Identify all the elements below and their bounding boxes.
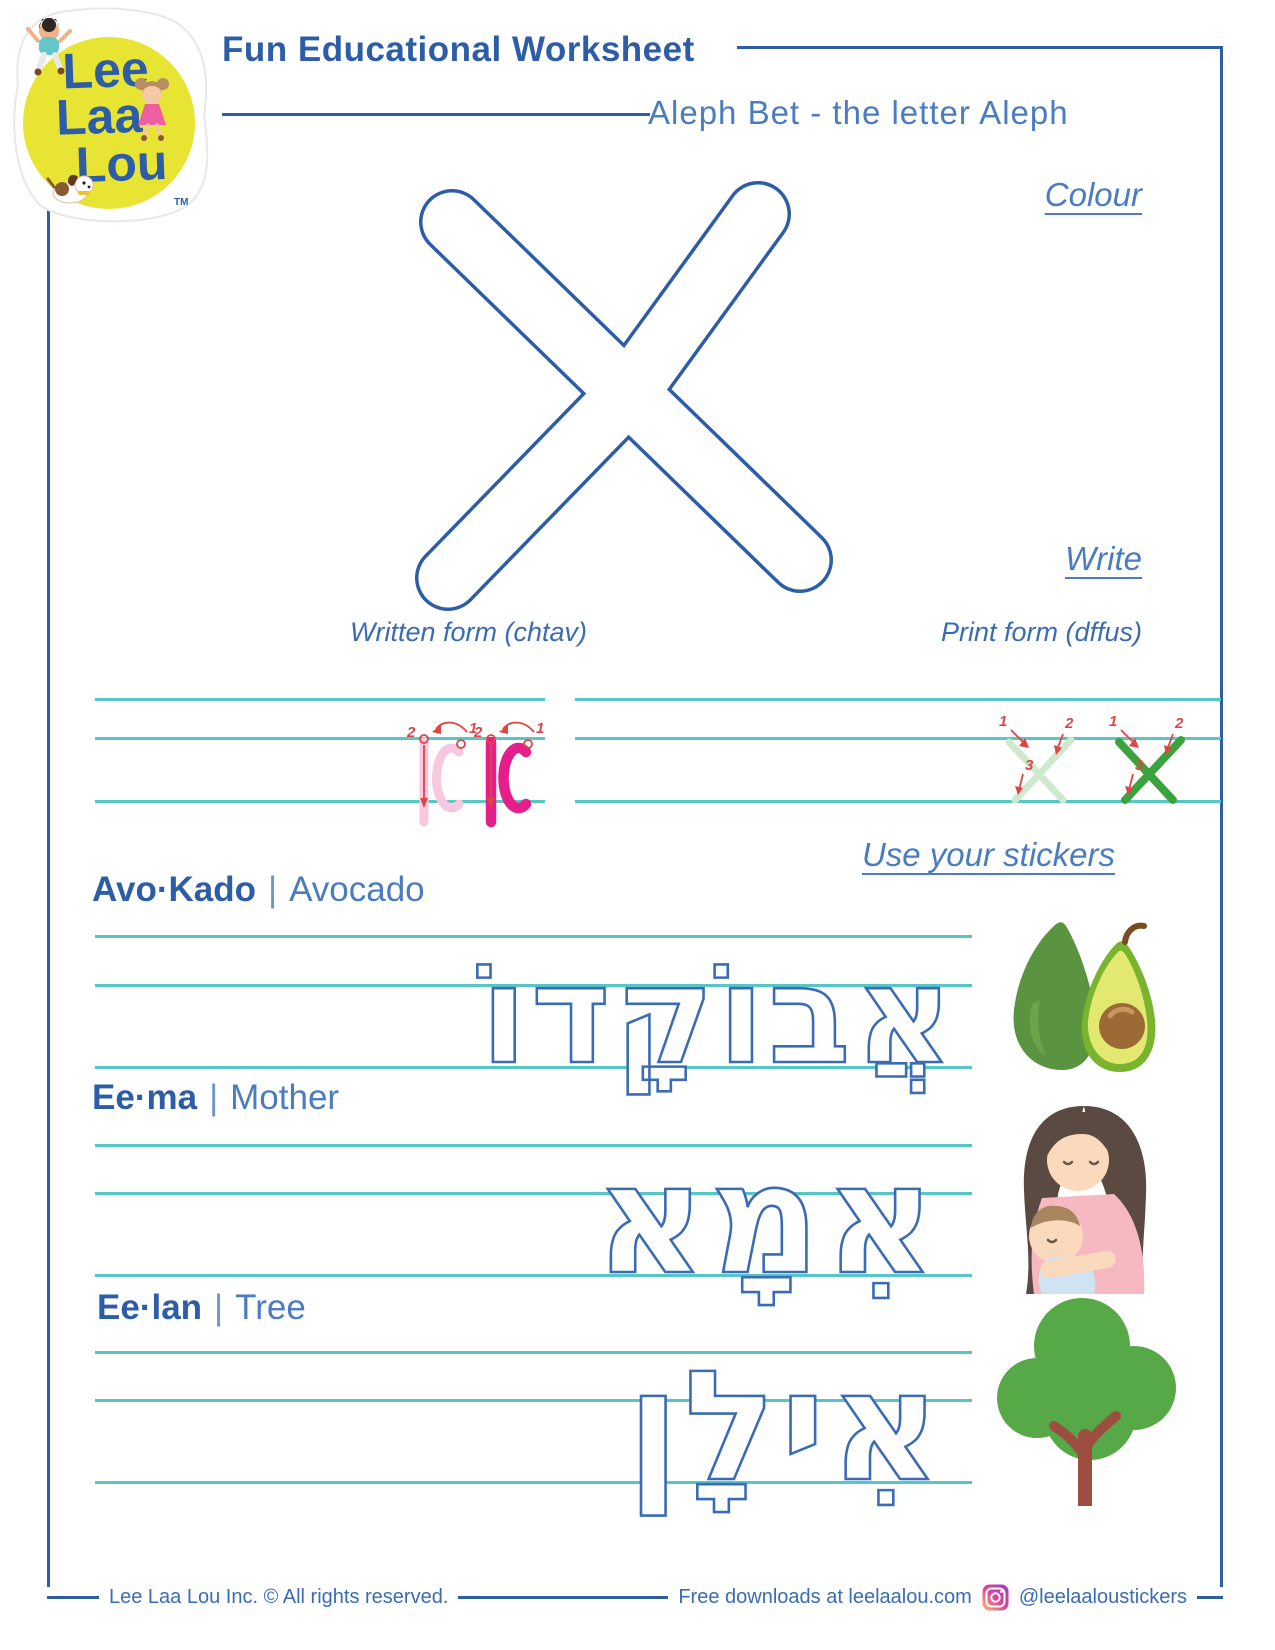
logo-boy-illustration [26,17,72,76]
use-your-stickers-link[interactable]: Use your stickers [861,836,1115,873]
footer-downloads-text[interactable]: Free downloads at leelaalou.com [678,1586,972,1608]
left-border-line [47,203,50,1587]
word-transliteration: Ee·lan [97,1288,203,1327]
hebrew-word-avocado: אֲבוֹקָדוֹ [479,937,957,1094]
word-english: Tree [235,1288,306,1327]
footer-line [458,1596,669,1599]
written-form-label: Written form (chtav) [350,617,588,647]
svg-text:3: 3 [1025,757,1034,774]
writing-line [95,737,545,740]
colour-activity-link[interactable]: Colour [1044,176,1142,213]
chtav-stroke-order-marks [419,721,535,800]
svg-text:1: 1 [999,713,1007,730]
logo-word-laa: Laa [55,87,144,146]
writing-line [95,698,545,701]
big-aleph-outline[interactable] [390,172,850,612]
svg-text:1: 1 [469,720,477,737]
writing-line [95,984,972,987]
word-separator: | [267,870,278,909]
word-english: Avocado [289,870,425,909]
writing-line [95,1066,972,1069]
writing-line [95,1274,972,1277]
avocado-sticker [1013,922,1156,1072]
writing-line [575,698,1221,701]
word-label-tree: Ee·lan | Tree [97,1288,306,1328]
written-form-guides: 2 1 2 1 [406,720,544,828]
writing-line [95,1144,972,1147]
page-subtitle: Aleph Bet - the letter Aleph [648,94,1069,131]
svg-text:2: 2 [406,724,416,741]
word-english: Mother [230,1078,340,1117]
tree-sticker [997,1298,1176,1506]
writing-line [95,1192,972,1195]
word-transliteration: Ee·ma [92,1078,198,1117]
svg-text:1: 1 [536,720,544,737]
writing-line [95,1351,972,1354]
writing-line [575,800,1221,803]
footer-copyright: Lee Laa Lou Inc. © All rights reserved. [109,1586,449,1608]
word-separator: | [209,1078,219,1117]
svg-text:2: 2 [1174,715,1184,732]
dffus-aleph-model [1115,736,1185,804]
dffus-stroke-numbers: 1 2 3 1 2 3 [999,713,1184,774]
top-border-line [737,46,1223,49]
logo-girl-illustration [135,78,169,141]
chtav-stroke-numbers: 2 1 2 1 [406,720,544,741]
chtav-aleph-model [485,736,532,828]
right-border-line [1220,46,1223,1587]
logo-yellow-circle [23,37,195,209]
chtav-aleph-trace [419,737,464,827]
footer-instagram-handle[interactable]: @leelaaloustickers [1018,1586,1187,1608]
mother-and-child-sticker [1023,1106,1147,1294]
svg-text:2: 2 [473,724,483,741]
svg-text:1: 1 [1109,713,1117,730]
instagram-icon[interactable] [982,1584,1009,1611]
hebrew-word-tree: אִילָן [626,1338,945,1515]
writing-line [95,1481,972,1484]
print-form-label: Print form (dffus) [940,617,1142,647]
dffus-aleph-trace [1005,736,1075,804]
writing-line [95,1399,972,1402]
footer: Lee Laa Lou Inc. © All rights reserved. … [47,1584,1223,1611]
page-title: Fun Educational Worksheet [222,30,695,69]
logo-word-lee: Lee [61,41,149,100]
svg-text:2: 2 [1064,715,1074,732]
logo-tm-mark: TM [174,197,188,208]
word-label-mother: Ee·ma | Mother [92,1078,339,1118]
svg-text:3: 3 [1135,757,1144,774]
footer-line [47,1596,99,1599]
footer-line [1197,1596,1223,1599]
title-underline [222,113,650,116]
word-label-avocado: Avo·Kado | Avocado [92,870,425,910]
word-separator: | [214,1288,224,1327]
word-transliteration: Avo·Kado [92,870,256,909]
dffus-arrowheads [1015,738,1172,795]
writing-line [575,737,1221,740]
write-activity-link[interactable]: Write [1065,540,1142,577]
writing-line [95,800,545,803]
hebrew-word-mother: אִמָא [594,1131,940,1308]
print-form-guides: 1 2 3 1 2 3 [999,713,1185,804]
leelaalou-logo: Lee Laa Lou TM [13,7,209,223]
logo-dog-illustration [46,174,94,204]
chtav-arrowheads [420,725,508,808]
writing-line [95,935,972,938]
